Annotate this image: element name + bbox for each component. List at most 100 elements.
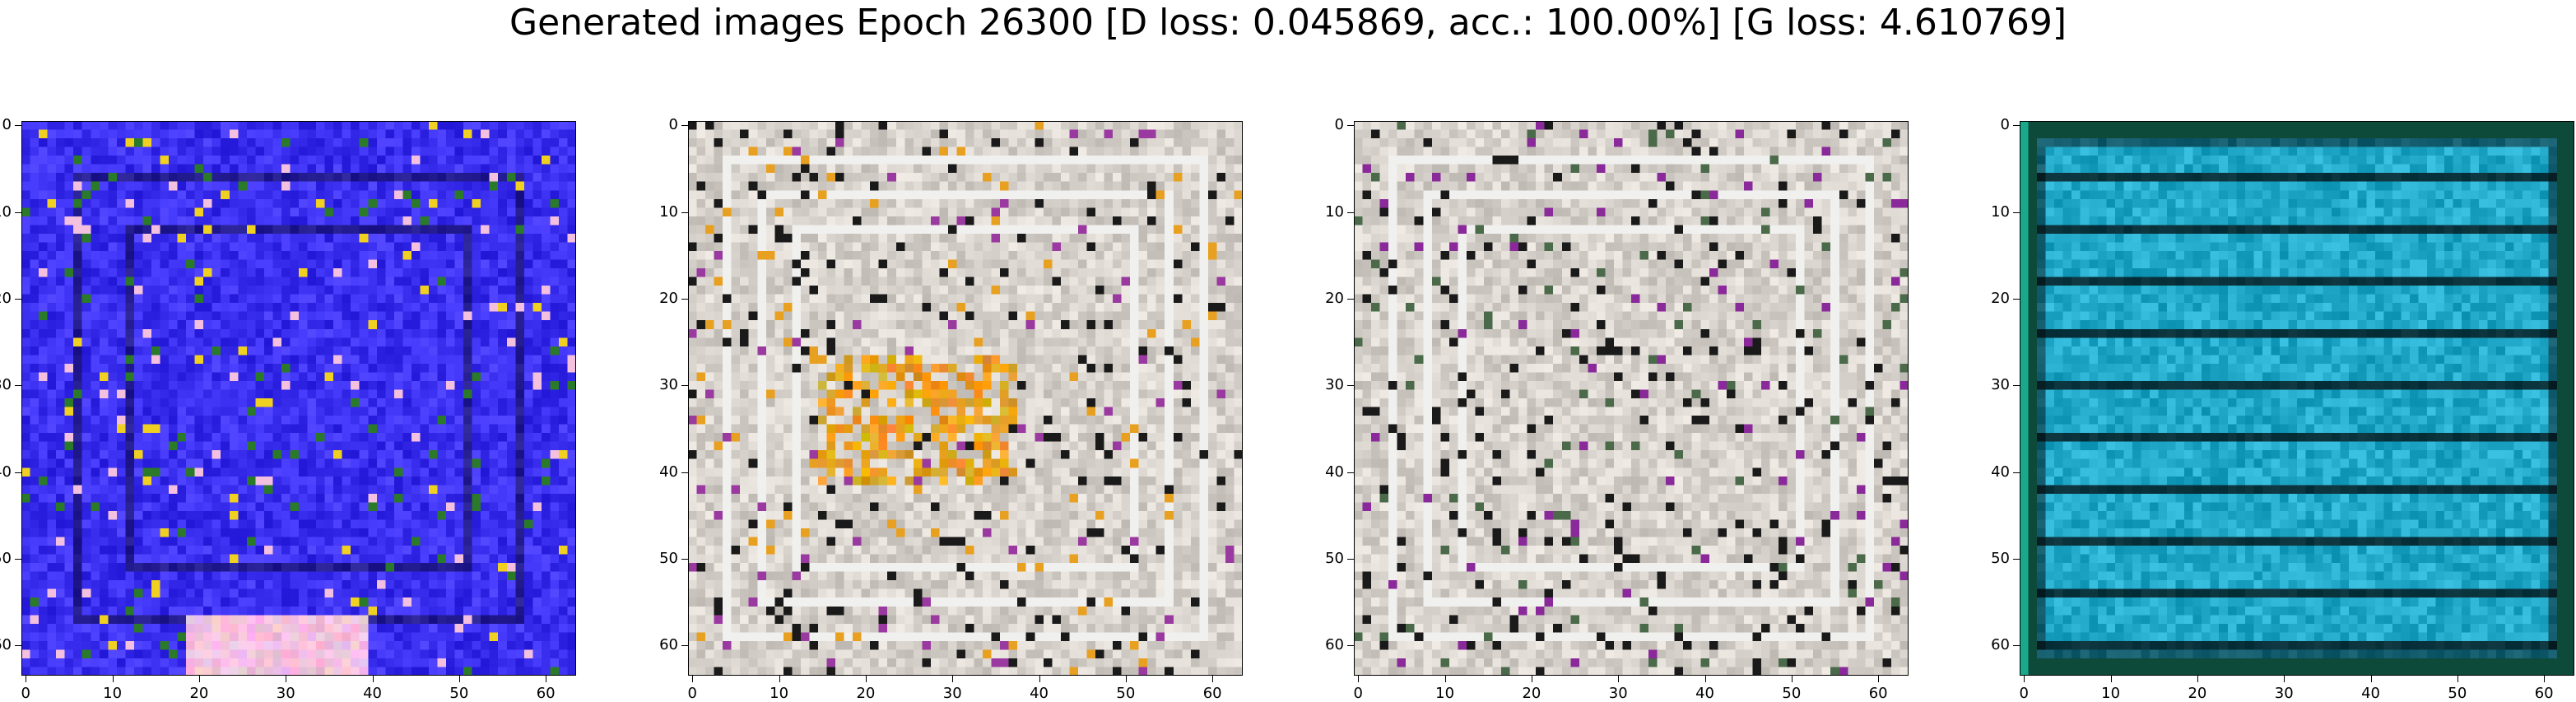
y-tick-label: 0: [2, 116, 12, 134]
x-tick-label: 0: [21, 685, 30, 702]
y-tick: [15, 385, 21, 387]
x-tick: [1791, 676, 1793, 682]
y-tick-label: 40: [1991, 463, 2010, 481]
x-tick: [458, 676, 460, 682]
y-tick-label: 30: [659, 376, 678, 394]
x-tick: [2110, 676, 2112, 682]
x-tick: [1704, 676, 1706, 682]
x-tick-label: 30: [1608, 685, 1628, 702]
y-tick: [1347, 558, 1354, 560]
y-tick-label: 20: [1991, 289, 2010, 307]
y-tick: [15, 298, 21, 300]
y-tick: [1347, 125, 1354, 127]
x-tick-label: 20: [856, 685, 876, 702]
y-tick: [1347, 298, 1354, 300]
y-tick: [15, 645, 21, 647]
y-tick: [15, 125, 21, 127]
x-tick-label: 40: [1695, 685, 1714, 702]
y-tick: [681, 125, 688, 127]
y-tick: [15, 212, 21, 213]
y-tick-label: 60: [1325, 636, 1344, 654]
y-tick: [15, 558, 21, 560]
y-tick-label: 50: [0, 549, 12, 567]
y-tick: [681, 472, 688, 473]
x-tick: [2544, 676, 2546, 682]
x-tick-label: 60: [1202, 685, 1222, 702]
y-tick-label: 20: [0, 289, 12, 307]
image-panel-3: 0 10 20 30 40 50 60 0 10 20 30 40 50 60: [1325, 117, 1909, 702]
x-tick: [692, 676, 694, 682]
y-tick: [681, 385, 688, 387]
x-tick-label: 30: [2274, 685, 2294, 702]
x-tick-label: 0: [1353, 685, 1363, 702]
x-tick-label: 10: [103, 685, 123, 702]
x-tick-label: 40: [363, 685, 382, 702]
y-tick: [1347, 212, 1354, 213]
x-tick-label: 50: [1782, 685, 1802, 702]
y-tick: [681, 212, 688, 213]
y-tick-label: 0: [668, 116, 678, 134]
x-tick: [2457, 676, 2458, 682]
x-tick-label: 30: [276, 685, 295, 702]
y-tick-label: 0: [1334, 116, 1344, 134]
x-tick: [865, 676, 867, 682]
x-tick: [2197, 676, 2198, 682]
y-tick-label: 30: [0, 376, 12, 394]
x-tick: [2284, 676, 2285, 682]
y-tick-label: 60: [0, 636, 12, 654]
x-tick-label: 50: [1116, 685, 1136, 702]
image-panel-2-canvas: [688, 121, 1243, 676]
y-tick-label: 10: [0, 202, 12, 221]
x-tick: [1618, 676, 1620, 682]
y-tick-label: 40: [659, 463, 678, 481]
y-tick-label: 30: [1325, 376, 1344, 394]
y-tick-label: 30: [1991, 376, 2010, 394]
x-tick-label: 20: [1522, 685, 1541, 702]
y-tick-label: 40: [1325, 463, 1344, 481]
image-panel-1-canvas: [21, 121, 576, 676]
x-tick-label: 30: [942, 685, 962, 702]
y-tick: [681, 558, 688, 560]
x-tick-label: 10: [2101, 685, 2121, 702]
x-tick: [1358, 676, 1360, 682]
x-tick-label: 40: [1030, 685, 1049, 702]
x-tick-label: 60: [1868, 685, 1888, 702]
x-tick: [1212, 676, 1214, 682]
y-tick-label: 50: [659, 549, 678, 567]
x-tick-label: 60: [536, 685, 556, 702]
y-tick-label: 50: [1991, 549, 2010, 567]
y-tick: [2013, 645, 2020, 647]
x-tick: [2024, 676, 2025, 682]
x-tick: [372, 676, 374, 682]
y-tick: [2013, 472, 2020, 473]
x-tick: [198, 676, 200, 682]
x-tick-label: 20: [189, 685, 209, 702]
x-tick-label: 10: [770, 685, 789, 702]
image-panel-1-frame: [21, 121, 576, 676]
y-tick-label: 20: [1325, 289, 1344, 307]
y-tick-label: 10: [1325, 202, 1344, 221]
image-panel-4: 0 10 20 30 40 50 60 0 10 20 30 40 50 60: [1991, 117, 2574, 702]
x-tick-label: 40: [2361, 685, 2380, 702]
image-panel-4-frame: [2020, 121, 2574, 676]
image-panel-3-canvas: [1354, 121, 1909, 676]
y-tick: [2013, 298, 2020, 300]
image-panel-2: 0 10 20 30 40 50 60 0 10 20 30 40 50 60: [659, 117, 1243, 702]
y-tick: [1347, 645, 1354, 647]
y-tick-label: 60: [659, 636, 678, 654]
y-tick: [1347, 472, 1354, 473]
y-tick: [2013, 212, 2020, 213]
x-tick: [2370, 676, 2372, 682]
x-tick-label: 50: [2448, 685, 2467, 702]
x-tick: [112, 676, 114, 682]
x-tick: [1039, 676, 1040, 682]
image-panel-3-frame: [1354, 121, 1909, 676]
y-tick-label: 10: [659, 202, 678, 221]
x-tick: [1444, 676, 1446, 682]
x-tick-label: 0: [687, 685, 697, 702]
x-tick: [952, 676, 954, 682]
x-tick-label: 50: [449, 685, 469, 702]
y-tick-label: 60: [1991, 636, 2010, 654]
x-tick: [1125, 676, 1127, 682]
y-tick-label: 50: [1325, 549, 1344, 567]
